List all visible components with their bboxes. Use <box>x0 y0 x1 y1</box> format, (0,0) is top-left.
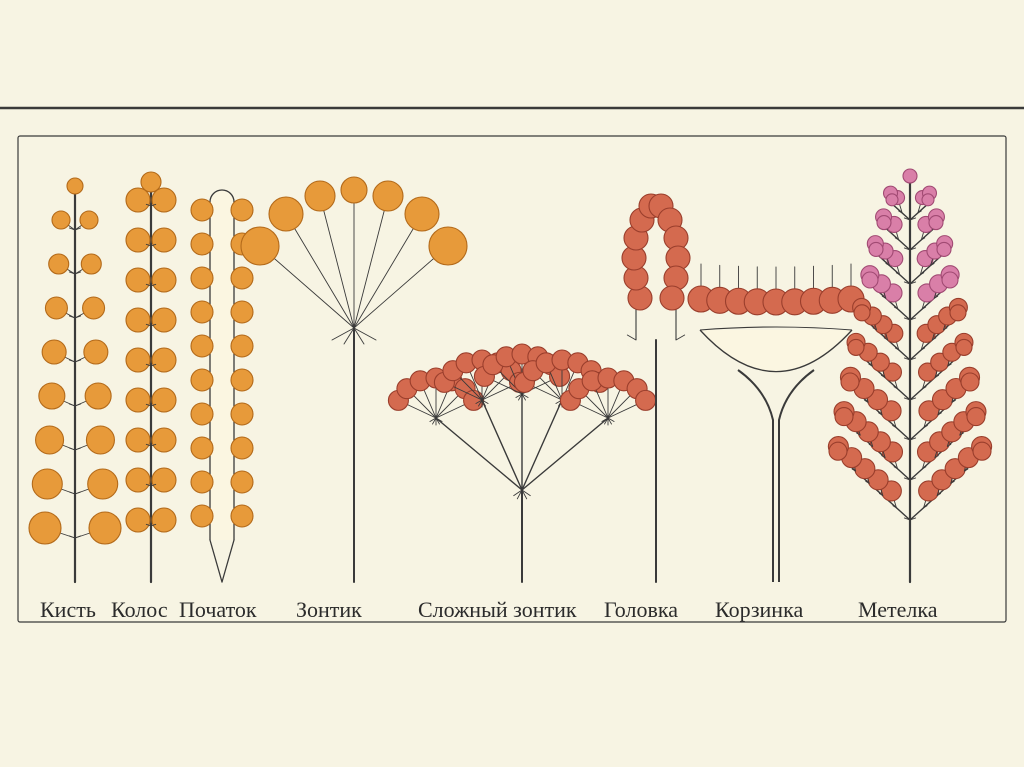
label-l2: Колос <box>111 597 168 623</box>
label-l6: Головка <box>604 597 678 623</box>
diagram-svg <box>0 0 1024 767</box>
label-l3: Початок <box>179 597 257 623</box>
label-l8: Метелка <box>858 597 938 623</box>
label-l5: Сложный зонтик <box>418 597 577 623</box>
label-l1: Кисть <box>40 597 96 623</box>
label-l7: Корзинка <box>715 597 803 623</box>
label-l4: Зонтик <box>296 597 362 623</box>
diagram-stage: Кисть Колос Початок Зонтик Сложный зонтик Гол… <box>0 0 1024 767</box>
